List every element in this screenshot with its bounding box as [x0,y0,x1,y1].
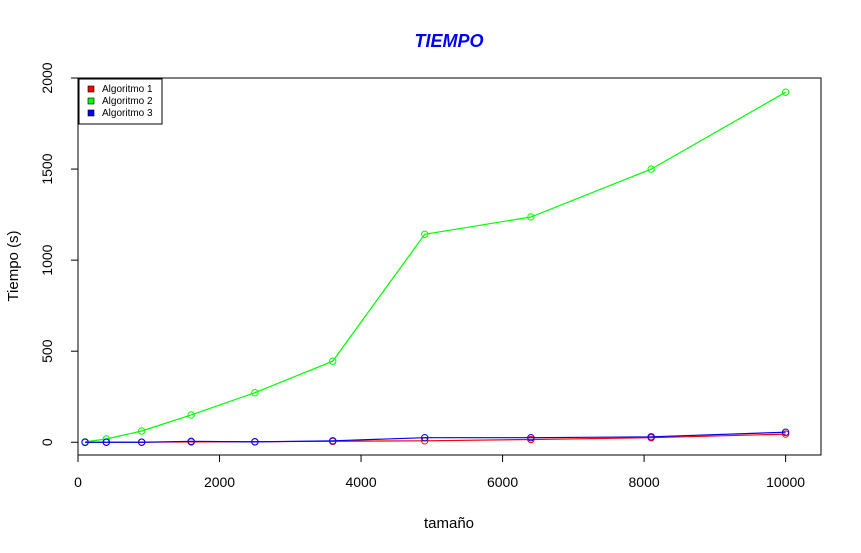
data-point [527,213,535,221]
series-line [85,91,786,443]
data-point [137,438,146,446]
data-point [251,438,259,446]
x-tick-label: 0 [74,474,82,490]
series-3 [81,428,790,446]
x-axis-label: tamaño [424,515,474,532]
data-point [421,230,429,238]
data-point [781,428,790,436]
x-tick-label: 10000 [766,474,805,490]
data-point [251,389,259,397]
data-point [187,437,195,446]
x-tick-label: 4000 [345,474,376,490]
data-point [527,433,535,442]
data-point [137,427,146,435]
y-axis: 0 500 1000 1500 2000 [39,62,79,446]
y-tick-label: 500 [39,339,55,363]
y-axis-label: Tiempo (s) [5,230,22,301]
chart-title: TIEMPO [414,31,483,51]
series-layer [81,88,790,446]
legend-swatch [87,85,95,93]
x-tick-label: 8000 [629,474,660,490]
series-2 [81,88,790,446]
data-point [81,438,89,446]
series-line [85,431,786,443]
data-point [187,411,195,419]
y-tick-label: 1000 [39,244,55,275]
data-point [102,438,111,446]
data-point [647,165,655,173]
data-point [329,357,337,365]
y-tick-label: 0 [39,438,55,446]
y-tick-label: 1500 [39,153,55,184]
legend-swatch [87,109,95,117]
data-point [647,433,655,441]
data-point [781,88,790,96]
legend-label: Algoritmo 2 [102,96,153,107]
y-tick-label: 2000 [39,62,55,93]
x-tick-label: 2000 [204,474,235,490]
x-axis: 0 2000 4000 6000 8000 10000 [74,454,805,490]
plot-box [77,77,822,456]
data-point [421,433,429,442]
data-point [329,437,337,445]
x-tick-label: 6000 [487,474,518,490]
legend-swatch [87,97,95,105]
legend-label: Algoritmo 1 [102,84,153,95]
legend-label: Algoritmo 3 [102,108,153,119]
